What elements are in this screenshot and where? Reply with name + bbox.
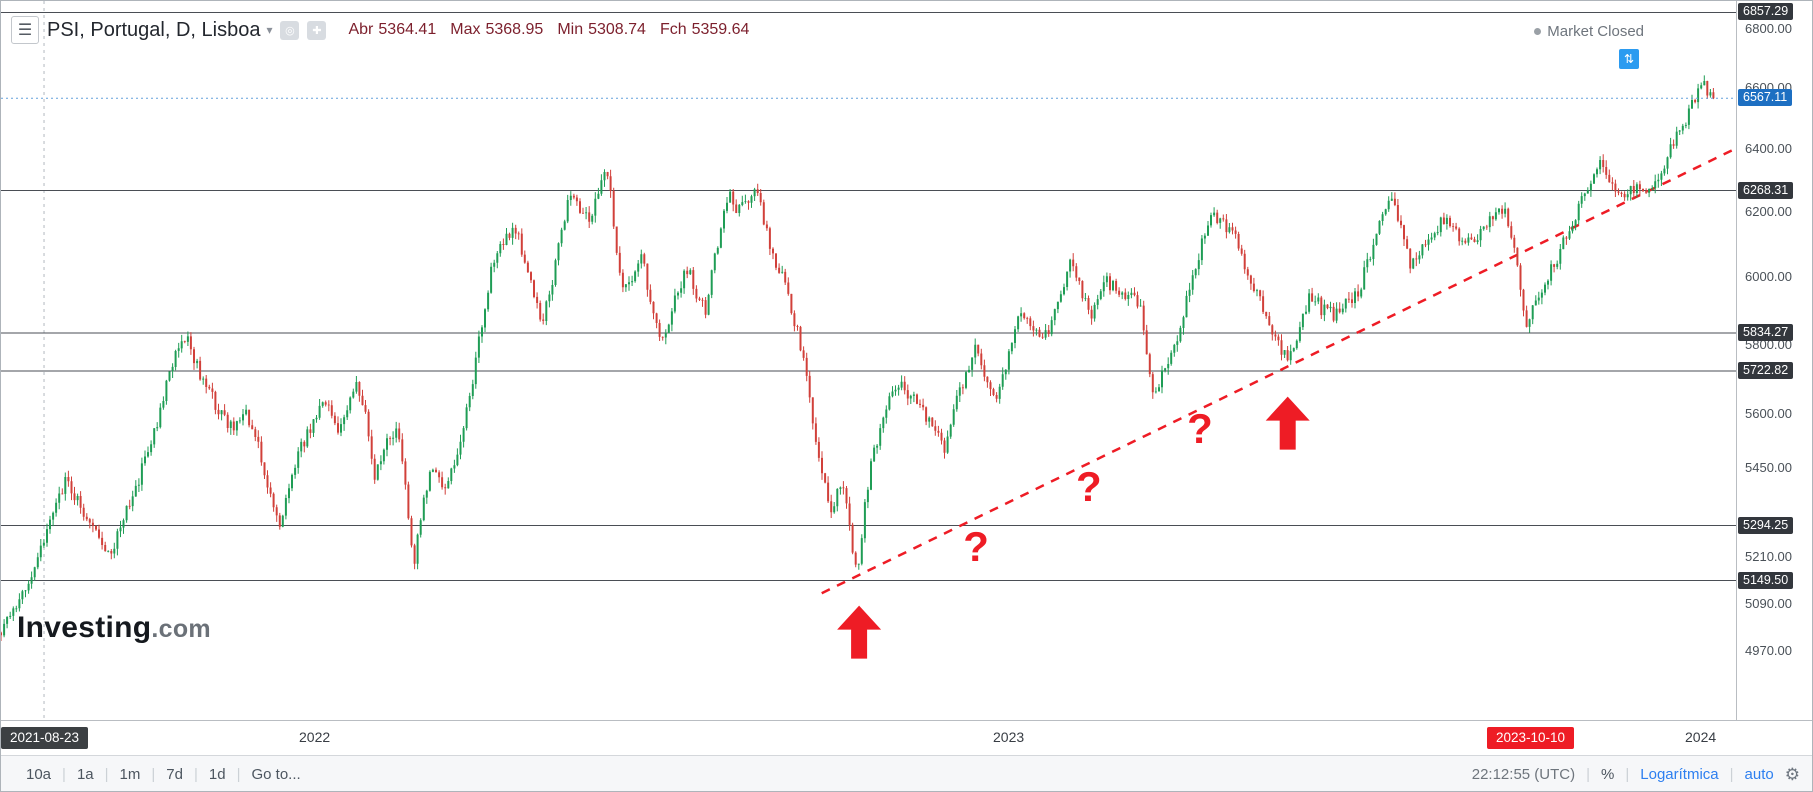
- symbol-menu-icon[interactable]: ☰: [11, 16, 39, 44]
- open-label: Abr: [348, 21, 374, 38]
- watermark-suffix: .com: [151, 615, 211, 643]
- price-tick: 6200.00: [1745, 204, 1792, 219]
- price-axis[interactable]: 6800.00 6600.00 6400.00 6200.00 6000.00 5800.…: [1736, 1, 1812, 720]
- goto-button[interactable]: Go to...: [251, 766, 301, 783]
- close-value: 5359.64: [691, 21, 750, 38]
- red-up-arrow: [1265, 396, 1310, 450]
- range-button-10a[interactable]: 10a: [26, 766, 52, 783]
- bottom-toolbar: 10a | 1a | 1m | 7d | 1d | Go to... 22:12:55 (UTC) …: [1, 755, 1812, 791]
- price-tick: 5450.00: [1745, 460, 1792, 475]
- price-tick: 6400.00: [1745, 141, 1792, 156]
- last-price-badge: 6567.11: [1738, 89, 1793, 106]
- year-tick: 2022: [299, 729, 331, 745]
- level-price-badge: 5722.82: [1738, 362, 1794, 379]
- settings-icon[interactable]: ✚: [307, 20, 327, 40]
- chart-canvas[interactable]: ??? ☰ PSI, Portugal, D, Lisboa ▾ ◎ ✚ Abr…: [1, 1, 1736, 720]
- chart-header: ☰ PSI, Portugal, D, Lisboa ▾ ◎ ✚ Abr 536…: [11, 16, 749, 44]
- ohlc-readout: Abr 5364.41 Max 5368.95 Min 5308.74 Fch …: [348, 21, 749, 39]
- market-status: Market Closed: [1534, 23, 1644, 40]
- price-tick: 6000.00: [1745, 269, 1792, 284]
- watermark-main: Investing: [17, 611, 152, 644]
- market-status-label: Market Closed: [1547, 23, 1644, 40]
- down-candle-bodies: [1, 81, 1715, 636]
- level-price-badge: 5294.25: [1738, 517, 1794, 534]
- range-button-1a[interactable]: 1a: [76, 766, 94, 783]
- year-tick: 2024: [1685, 729, 1717, 745]
- low-value: 5308.74: [588, 21, 646, 38]
- level-price-badge: 6857.29: [1738, 3, 1794, 20]
- close-label: Fch: [659, 21, 687, 38]
- question-mark-annotation: ?: [1076, 463, 1102, 510]
- scroll-to-latest-button[interactable]: ⇅: [1619, 49, 1639, 69]
- red-up-arrow: [837, 605, 882, 659]
- open-value: 5364.41: [378, 21, 437, 38]
- year-tick: 2023: [993, 729, 1025, 745]
- level-price-badge: 6268.31: [1738, 182, 1794, 199]
- down-candle-wicks: [1, 80, 1714, 641]
- range-buttons: 10a | 1a | 1m | 7d | 1d | Go to...: [15, 766, 312, 783]
- question-mark-annotation: ?: [963, 523, 989, 570]
- utc-clock: 22:12:55 (UTC): [1471, 766, 1576, 783]
- percent-scale-button[interactable]: %: [1601, 766, 1615, 783]
- range-button-7d[interactable]: 7d: [166, 766, 183, 783]
- gear-icon[interactable]: ⚙: [1784, 764, 1800, 784]
- level-price-badge: 5834.27: [1738, 324, 1794, 341]
- time-axis[interactable]: 2022 2023 2024 2021-08-23 2023-10-10: [1, 720, 1812, 755]
- price-tick: 6800.00: [1745, 21, 1792, 36]
- level-price-badge: 5149.50: [1738, 572, 1794, 589]
- symbol-title[interactable]: PSI, Portugal, D, Lisboa: [47, 18, 261, 41]
- range-button-1d[interactable]: 1d: [208, 766, 226, 783]
- toolbar-right: 22:12:55 (UTC) | % | Logarítmica | auto …: [1471, 764, 1800, 784]
- up-candle-wicks: [3, 75, 1711, 638]
- snapshot-icon[interactable]: ◎: [280, 20, 300, 40]
- chevron-down-icon[interactable]: ▾: [266, 23, 273, 37]
- high-label: Max: [450, 21, 481, 38]
- up-down-arrows-icon: ⇅: [1623, 52, 1635, 66]
- price-tick: 5210.00: [1745, 549, 1792, 564]
- start-date-badge: 2021-08-23: [1, 727, 89, 749]
- auto-scale-button[interactable]: auto: [1744, 766, 1774, 783]
- price-tick: 4970.00: [1745, 643, 1792, 658]
- price-tick: 5600.00: [1745, 406, 1792, 421]
- event-date-badge: 2023-10-10: [1487, 727, 1575, 749]
- low-label: Min: [557, 21, 584, 38]
- range-button-1m[interactable]: 1m: [119, 766, 141, 783]
- status-dot-icon: [1534, 28, 1542, 35]
- question-mark-annotation: ?: [1187, 405, 1213, 452]
- log-scale-button[interactable]: Logarítmica: [1640, 766, 1719, 783]
- high-value: 5368.95: [485, 21, 544, 38]
- up-candle-bodies: [3, 81, 1712, 636]
- price-tick: 5090.00: [1745, 596, 1792, 611]
- investing-watermark: Investing.com: [17, 611, 211, 645]
